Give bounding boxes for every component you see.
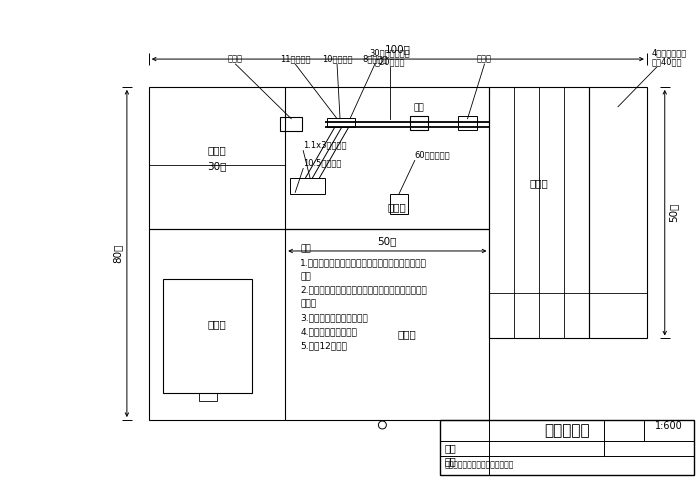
Text: 50米: 50米: [668, 203, 679, 222]
Bar: [327, 118, 355, 126]
Bar: [290, 178, 325, 194]
Text: 料仓: 料仓: [414, 103, 424, 112]
Text: 孔。: 孔。: [300, 272, 311, 281]
Text: 11米皮带机: 11米皮带机: [280, 54, 311, 63]
Text: 移位车: 移位车: [477, 54, 492, 63]
Text: 10.5米皮带机: 10.5米皮带机: [303, 159, 342, 167]
Text: 办公区: 办公区: [208, 320, 226, 329]
Bar: [390, 194, 408, 214]
Bar: [162, 279, 253, 393]
Bar: [149, 87, 489, 229]
Text: 4米整槽翻抛机: 4米整槽翻抛机: [652, 48, 687, 57]
Text: 10米皮带机: 10米皮带机: [322, 54, 352, 63]
Text: 四槽40米长: 四槽40米长: [652, 57, 682, 66]
Text: 制图: 制图: [444, 443, 456, 453]
Text: 场地布局图: 场地布局图: [544, 423, 589, 438]
Text: 100米: 100米: [385, 44, 411, 54]
Text: 注：: 注：: [300, 244, 311, 253]
Text: 1.成品区和设备区用普通钢构就可以，房顶要有透气: 1.成品区和设备区用普通钢构就可以，房顶要有透气: [300, 258, 427, 267]
Text: 设备区: 设备区: [388, 202, 407, 212]
Bar: [589, 87, 647, 338]
Text: 成品区: 成品区: [208, 145, 226, 155]
Text: 60立式粉碎机: 60立式粉碎机: [414, 151, 450, 160]
Text: 80米: 80米: [113, 244, 123, 263]
Text: 30米进料皮带机: 30米进料皮带机: [370, 48, 410, 57]
Text: 包装机: 包装机: [228, 54, 243, 63]
Bar: [199, 393, 216, 401]
Bar: [410, 116, 428, 129]
Bar: [458, 116, 477, 129]
Text: 雨淋。: 雨淋。: [300, 300, 316, 309]
Text: 校核: 校核: [444, 456, 456, 466]
Text: 发酵区: 发酵区: [530, 178, 549, 188]
Bar: [280, 117, 302, 130]
Text: 1:600: 1:600: [655, 421, 682, 431]
Text: 3.原料区有无车间都可以。: 3.原料区有无车间都可以。: [300, 314, 368, 323]
Text: 30米: 30米: [207, 161, 227, 171]
Text: 50米: 50米: [378, 236, 397, 246]
Bar: [149, 229, 489, 420]
Bar: [440, 420, 694, 475]
Text: 原料区: 原料区: [398, 329, 416, 339]
Text: 2.发酵车间最好是半敞墙有顶棚的，便于通风又不怕: 2.发酵车间最好是半敞墙有顶棚的，便于通风又不怕: [300, 286, 427, 295]
Text: 1.1x3米滚筒筛: 1.1x3米滚筒筛: [303, 141, 346, 150]
Text: 4.办公区客户自己定。: 4.办公区客户自己定。: [300, 328, 357, 336]
Bar: [489, 87, 589, 338]
Text: 濮阳市人元生物技术发展有限公司: 濮阳市人元生物技术发展有限公司: [444, 460, 514, 470]
Text: 前20米平行: 前20米平行: [374, 57, 405, 66]
Text: 5.共计12亩地。: 5.共计12亩地。: [300, 341, 347, 350]
Text: 8米皮带机: 8米皮带机: [362, 54, 388, 63]
